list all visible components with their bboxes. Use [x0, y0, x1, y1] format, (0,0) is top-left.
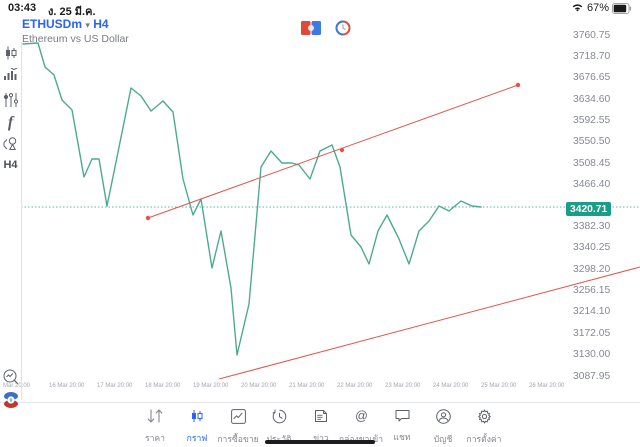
svg-text:@: @	[355, 409, 368, 423]
